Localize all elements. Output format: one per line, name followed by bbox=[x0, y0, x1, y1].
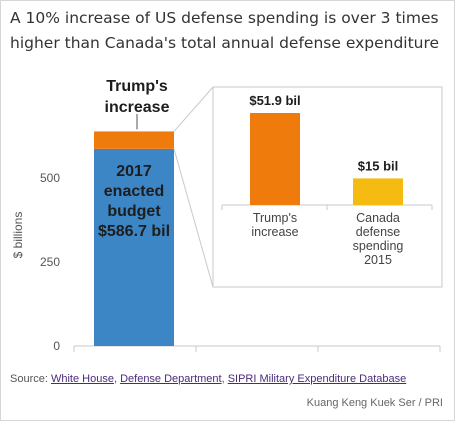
bar-2017-enacted-budget bbox=[94, 148, 174, 346]
y-axis-label: $ billions bbox=[11, 212, 25, 259]
y-tick-label-250: 250 bbox=[40, 255, 60, 269]
inset-value-label: $51.9 bil bbox=[249, 93, 300, 108]
source-link-white-house[interactable]: White House bbox=[50, 373, 114, 385]
y-tick-label-0: 0 bbox=[53, 339, 60, 353]
inset-category-label-line: defense bbox=[356, 225, 401, 239]
zoom-line-bottom bbox=[173, 148, 214, 288]
chart-title: A 10% increase of US defense spending is… bbox=[10, 9, 440, 52]
enacted-budget-label-line: 2017 bbox=[116, 163, 152, 180]
inset-category-label-line: 2015 bbox=[364, 253, 392, 267]
enacted-budget-label-line: budget bbox=[107, 203, 161, 220]
zoom-callout-box bbox=[212, 86, 443, 288]
bar-trumps-increase-stacked bbox=[94, 131, 174, 149]
inset-bar-canada-spending bbox=[353, 178, 403, 205]
source-prefix: Source: bbox=[10, 373, 51, 385]
source-link-defense-department[interactable]: Defense Department bbox=[120, 373, 222, 385]
enacted-budget-label-line: $586.7 bil bbox=[98, 223, 170, 240]
inset-category-label-line: Canada bbox=[356, 211, 400, 225]
inset-value-label: $15 bil bbox=[358, 158, 398, 173]
inset-category-label-line: Trump's bbox=[253, 211, 297, 225]
trumps-increase-label-line: increase bbox=[105, 99, 170, 116]
inset-bar-trumps-increase bbox=[250, 113, 300, 205]
source-line: Source: White House, Defense Department,… bbox=[10, 373, 407, 385]
zoom-line-top bbox=[173, 86, 214, 132]
source-link-sipri[interactable]: SIPRI Military Expenditure Database bbox=[227, 373, 407, 385]
inset-category-label-line: spending bbox=[353, 239, 404, 253]
y-tick-label-500: 500 bbox=[40, 171, 60, 185]
enacted-budget-label-line: enacted bbox=[104, 183, 164, 200]
inset-category-label-line: increase bbox=[251, 225, 298, 239]
credit-line: Kuang Keng Kuek Ser / PRI bbox=[306, 397, 443, 409]
trumps-increase-label-line: Trump's bbox=[106, 78, 168, 95]
